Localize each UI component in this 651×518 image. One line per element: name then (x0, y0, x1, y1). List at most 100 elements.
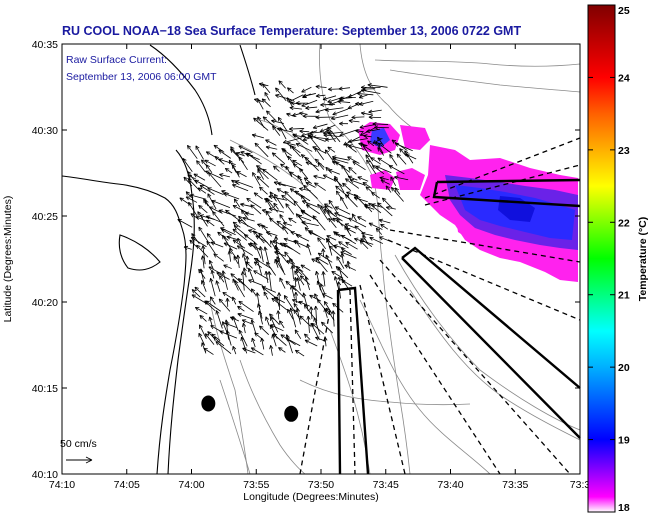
sst-field (358, 122, 578, 282)
current-vector (237, 305, 245, 312)
current-vector (276, 188, 285, 194)
current-vector (321, 248, 326, 257)
colorbar-tick-label: 25 (618, 5, 630, 17)
current-vector (394, 142, 413, 152)
current-vector (285, 203, 295, 215)
current-vector (198, 332, 205, 346)
current-vector (210, 241, 224, 248)
current-vector (332, 302, 344, 313)
current-vector (183, 176, 193, 187)
current-vector (218, 149, 231, 159)
current-vector (385, 185, 392, 193)
scale-arrow (66, 456, 93, 464)
current-vector (285, 334, 293, 354)
current-vector (274, 193, 284, 209)
current-vector (388, 165, 405, 175)
current-vector (338, 241, 349, 249)
current-vector (338, 86, 351, 91)
current-vector (252, 230, 265, 244)
current-vector (368, 109, 382, 114)
y-tick-label: 40:35 (32, 39, 58, 51)
current-vector (232, 164, 240, 178)
current-vector (287, 87, 294, 94)
current-vector (252, 172, 261, 186)
current-vector (290, 231, 302, 237)
current-vector (213, 144, 225, 153)
current-vector (288, 217, 297, 224)
current-vector (219, 275, 225, 283)
current-vector (269, 345, 274, 356)
current-vector (314, 147, 325, 161)
current-vector (303, 184, 318, 200)
current-vector (317, 203, 329, 221)
current-vector (205, 215, 223, 224)
current-vector (348, 138, 369, 144)
current-vector (375, 165, 392, 174)
current-vector (275, 247, 289, 264)
current-vector (223, 264, 232, 269)
current-vector (207, 193, 217, 210)
current-vector (209, 206, 223, 214)
current-vector (260, 337, 265, 350)
instrument-dot (201, 395, 216, 412)
current-vector (377, 202, 393, 217)
current-vector (242, 347, 256, 354)
current-vector (279, 277, 286, 289)
current-vector (339, 121, 348, 126)
colorbar-ticks: 18 19 20 21 22 23 24 25 (588, 4, 630, 514)
current-vector (334, 206, 351, 215)
current-vector (254, 142, 269, 158)
current-vector (236, 245, 253, 256)
current-vector (317, 162, 325, 170)
current-vector (277, 292, 282, 311)
current-vector (295, 307, 301, 325)
current-vector (374, 125, 389, 130)
current-vector (301, 86, 312, 93)
current-vector (232, 183, 249, 192)
current-vector (253, 241, 262, 259)
chart-title: RU COOL NOAA−18 Sea Surface Temperature:… (62, 24, 521, 38)
x-axis-label: Longitude (Degrees:Minutes) (243, 491, 378, 503)
current-vector (258, 246, 264, 263)
current-vector (208, 172, 222, 188)
current-vector (205, 300, 221, 312)
current-vector (360, 111, 373, 116)
current-vector (262, 83, 271, 94)
current-vector (250, 204, 262, 215)
current-vector (262, 286, 277, 299)
track-polygons (336, 178, 581, 475)
current-vector (182, 158, 193, 172)
current-vector (284, 190, 296, 202)
map-layer: 50 cm/s Raw Surface Current: September 1… (60, 43, 581, 475)
current-vector (341, 247, 352, 255)
current-vector (221, 190, 230, 195)
plot-area (62, 44, 580, 474)
current-vector (225, 297, 230, 307)
current-vector (268, 207, 285, 213)
current-vector (311, 258, 320, 264)
current-vector (314, 182, 326, 191)
current-vector (337, 277, 353, 287)
current-vector (357, 216, 367, 222)
current-vector (290, 265, 295, 280)
current-vector (301, 99, 318, 107)
current-vector (199, 314, 207, 322)
current-vector (294, 270, 305, 286)
current-vector (331, 271, 344, 279)
current-vector (197, 211, 208, 227)
current-vector (190, 237, 207, 248)
instrument-dot (284, 405, 299, 422)
current-vector (219, 173, 230, 178)
current-vector (235, 152, 245, 157)
current-vector (347, 175, 358, 181)
current-vector (220, 227, 236, 236)
current-vector (304, 156, 319, 171)
current-vector (240, 202, 253, 208)
current-vector (263, 246, 270, 264)
current-vector (334, 175, 345, 193)
current-vector (295, 143, 313, 152)
x-axis-ticks: 74:10 74:05 74:00 73:55 73:50 73:45 73:40 73:35… (49, 44, 590, 491)
y-tick-label: 40:30 (32, 125, 58, 137)
current-vector (324, 137, 336, 142)
current-vector (281, 148, 292, 157)
